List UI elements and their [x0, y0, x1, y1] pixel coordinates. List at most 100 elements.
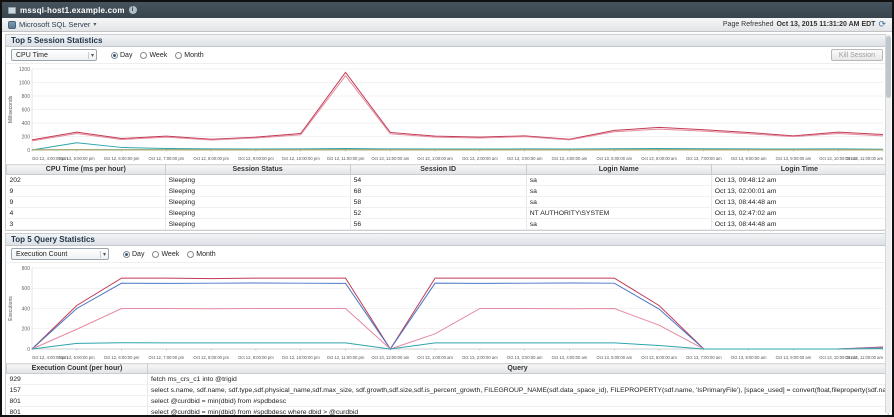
scrollbar-thumb[interactable]	[886, 36, 891, 98]
svg-text:Oct 13, 5:00:00 am: Oct 13, 5:00:00 am	[596, 355, 632, 360]
cell-execution-count: 929	[6, 373, 148, 385]
svg-text:Oct 13, 3:00:00 am: Oct 13, 3:00:00 am	[507, 355, 543, 360]
cell-session-id: 56	[350, 218, 527, 230]
cell-login-name: sa	[526, 185, 712, 197]
session-table-row[interactable]: 4 Sleeping 52 NT AUTHORITY\SYSTEM Oct 13…	[6, 207, 889, 219]
page-scrollbar[interactable]	[885, 34, 891, 413]
svg-text:1000: 1000	[19, 80, 30, 86]
session-radio-month[interactable]: Month	[175, 51, 204, 59]
svg-text:200: 200	[22, 327, 31, 333]
svg-text:Oct 12, 9:00:00 pm: Oct 12, 9:00:00 pm	[238, 355, 274, 360]
svg-text:Oct 13, 9:00:00 am: Oct 13, 9:00:00 am	[776, 355, 812, 360]
query-radio-month[interactable]: Month	[187, 250, 216, 258]
query-table-row[interactable]: 157 select s.name, sdf.name, sdf.type,sd…	[6, 384, 889, 396]
cell-query-text: fetch ms_crs_c1 into @trigid	[147, 373, 889, 385]
svg-text:Oct 13, 1:00:00 am: Oct 13, 1:00:00 am	[417, 156, 453, 161]
info-icon[interactable]: i	[128, 6, 137, 14]
query-radio-day[interactable]: Day	[123, 250, 144, 258]
svg-text:600: 600	[22, 286, 31, 292]
svg-text:0: 0	[27, 347, 30, 353]
svg-text:Milliseconds: Milliseconds	[8, 95, 14, 123]
session-radio-day[interactable]: Day	[111, 51, 132, 59]
session-radio-week[interactable]: Week	[140, 51, 168, 59]
svg-text:Oct 13, 6:00:00 am: Oct 13, 6:00:00 am	[641, 355, 677, 360]
session-table-row[interactable]: 202 Sleeping 54 sa Oct 13, 09:48:12 am	[6, 174, 889, 186]
svg-text:Oct 13, 6:00:00 am: Oct 13, 6:00:00 am	[641, 156, 677, 161]
svg-text:Oct 13, 2:00:00 am: Oct 13, 2:00:00 am	[462, 156, 498, 161]
svg-text:Oct 13, 10:00:00 am: Oct 13, 10:00:00 am	[819, 156, 857, 161]
cell-session-status: Sleeping	[165, 196, 351, 208]
radio-circle-icon	[123, 250, 130, 258]
session-table-header-row: CPU Time (ms per hour) Session Status Se…	[6, 164, 889, 175]
session-table-row[interactable]: 9 Sleeping 68 sa Oct 13, 02:00:01 am	[6, 185, 889, 197]
session-radio-month-label: Month	[184, 51, 204, 59]
cell-login-name: sa	[526, 218, 712, 230]
svg-text:Oct 13, 12:00:00 am: Oct 13, 12:00:00 am	[371, 156, 409, 161]
query-range-radio-group: Day Week Month	[115, 250, 216, 258]
session-metric-select[interactable]: CPU Time ▾	[11, 49, 97, 61]
svg-text:Oct 12, 6:00:00 pm: Oct 12, 6:00:00 pm	[104, 156, 140, 161]
col-cpu-time[interactable]: CPU Time (ms per hour)	[6, 164, 166, 175]
cell-cpu-time: 9	[6, 196, 166, 208]
session-table-row[interactable]: 3 Sleeping 56 sa Oct 13, 08:44:48 am	[6, 218, 889, 230]
svg-text:Oct 12, 7:00:00 pm: Oct 12, 7:00:00 pm	[149, 355, 185, 360]
svg-text:Oct 12, 7:00:00 pm: Oct 12, 7:00:00 pm	[149, 156, 185, 161]
col-session-status[interactable]: Session Status	[164, 164, 351, 175]
query-table-row[interactable]: 801 select @curdbid = min(dbid) from #sp…	[6, 406, 889, 415]
svg-text:Oct 12, 11:00:00 pm: Oct 12, 11:00:00 pm	[327, 156, 365, 161]
query-table-row[interactable]: 801 select @curdbid = min(dbid) from #sp…	[6, 395, 889, 407]
svg-text:Oct 12, 5:00:00 pm: Oct 12, 5:00:00 pm	[59, 156, 95, 161]
svg-text:Oct 13, 4:00:00 am: Oct 13, 4:00:00 am	[552, 156, 588, 161]
refresh-icon[interactable]: ⟳	[878, 19, 886, 29]
target-menu-label: Microsoft SQL Server	[19, 20, 91, 29]
svg-text:Oct 13, 9:00:00 am: Oct 13, 9:00:00 am	[776, 156, 812, 161]
query-radio-week[interactable]: Week	[152, 250, 179, 258]
svg-text:Oct 13, 2:00:00 am: Oct 13, 2:00:00 am	[462, 355, 498, 360]
col-query[interactable]: Query	[146, 363, 889, 374]
kill-session-button[interactable]: Kill Session	[830, 49, 883, 61]
query-metric-value: Execution Count	[16, 250, 68, 258]
page-content: Top 5 Session Statistics CPU Time ▾ Day …	[2, 32, 892, 415]
radio-circle-icon	[111, 51, 118, 59]
svg-text:400: 400	[22, 121, 31, 127]
target-type-menu[interactable]: Microsoft SQL Server ▾	[8, 20, 96, 29]
context-bar: Microsoft SQL Server ▾ Page Refreshed Oc…	[2, 18, 892, 32]
chevron-down-icon: ▾	[87, 51, 94, 59]
svg-text:Oct 13, 3:00:00 am: Oct 13, 3:00:00 am	[507, 156, 543, 161]
query-table-row[interactable]: 929 fetch ms_crs_c1 into @trigid	[6, 373, 889, 385]
cell-login-time: Oct 13, 08:44:48 am	[711, 218, 889, 230]
svg-text:600: 600	[22, 107, 31, 113]
cell-session-status: Sleeping	[165, 218, 351, 230]
session-metric-value: CPU Time	[16, 51, 48, 59]
session-table-row[interactable]: 9 Sleeping 58 sa Oct 13, 08:44:48 am	[6, 196, 889, 208]
cell-session-status: Sleeping	[165, 207, 351, 219]
col-execution-count[interactable]: Execution Count (per hour)	[6, 363, 148, 374]
col-login-time[interactable]: Login Time	[710, 164, 889, 175]
host-target-icon	[8, 6, 16, 14]
cell-cpu-time: 9	[6, 185, 166, 197]
svg-text:Oct 12, 4:00:00 pm: Oct 12, 4:00:00 pm	[32, 156, 68, 161]
svg-text:Oct 13, 8:00:00 am: Oct 13, 8:00:00 am	[731, 355, 767, 360]
session-radio-week-label: Week	[149, 51, 168, 59]
svg-text:Oct 13, 11:00:00 am: Oct 13, 11:00:00 am	[845, 355, 883, 360]
cell-query-text: select @curdbid = min(dbid) from #spdbde…	[147, 406, 889, 415]
cell-session-status: Sleeping	[165, 174, 351, 186]
svg-text:1200: 1200	[19, 67, 30, 73]
cell-session-id: 68	[350, 185, 527, 197]
col-session-id[interactable]: Session ID	[349, 164, 527, 175]
page-title: mssql-host1.example.com	[20, 5, 125, 15]
top-header-bar: mssql-host1.example.com i	[2, 2, 892, 18]
query-metric-select[interactable]: Execution Count ▾	[11, 248, 109, 260]
svg-text:Oct 13, 7:00:00 am: Oct 13, 7:00:00 am	[686, 156, 722, 161]
radio-circle-icon	[140, 51, 148, 59]
cell-session-id: 52	[350, 207, 527, 219]
svg-text:800: 800	[22, 94, 31, 100]
svg-text:Oct 12, 5:00:00 pm: Oct 12, 5:00:00 pm	[59, 355, 95, 360]
query-panel-title: Top 5 Query Statistics	[6, 234, 888, 246]
cell-cpu-time: 3	[6, 218, 166, 230]
chevron-down-icon: ▾	[93, 22, 97, 28]
svg-text:800: 800	[22, 266, 31, 272]
col-login-name[interactable]: Login Name	[525, 164, 712, 175]
